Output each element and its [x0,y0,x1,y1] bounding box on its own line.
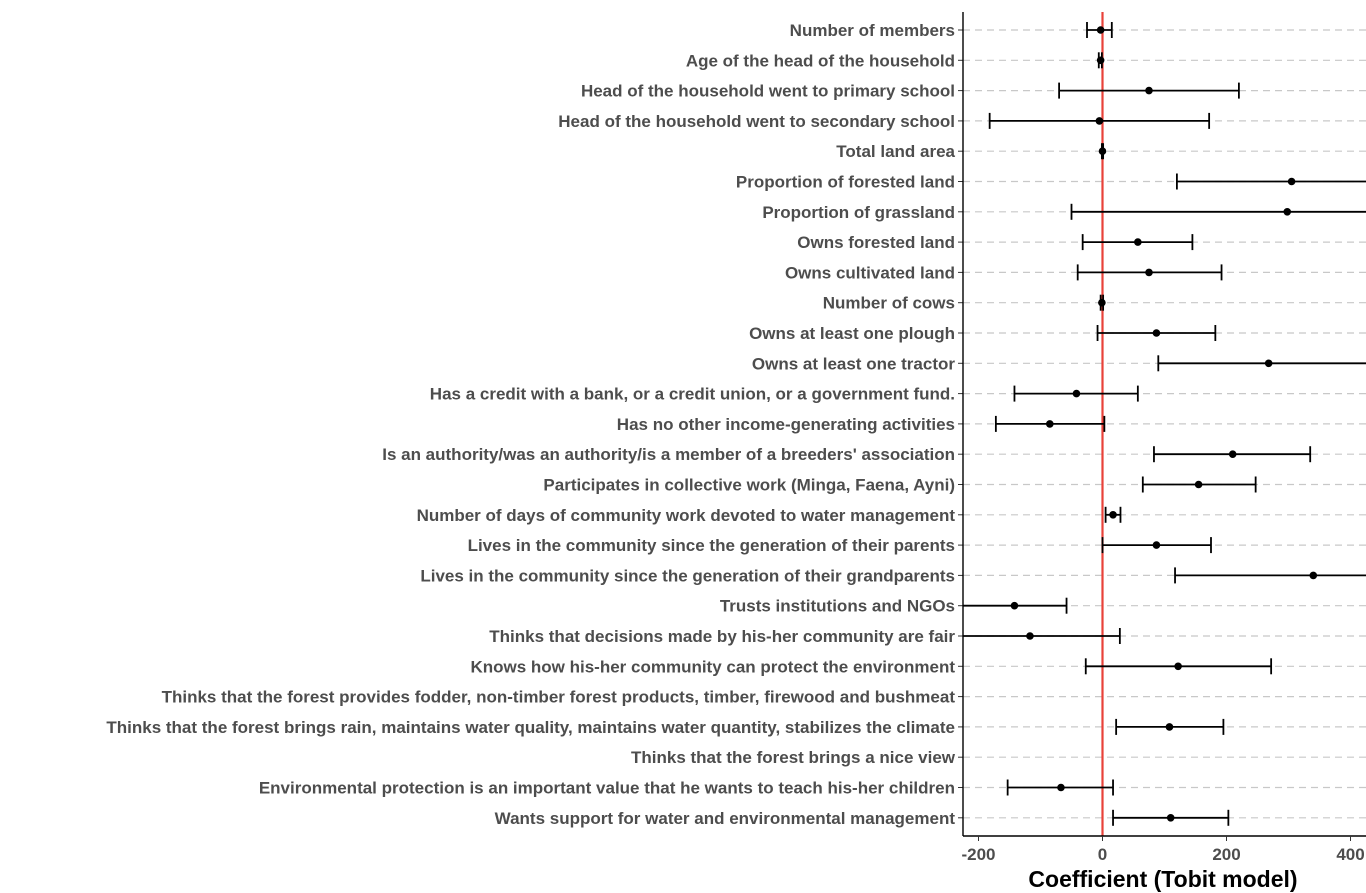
point-estimate [1194,480,1203,489]
y-tick-label: Thinks that the forest brings rain, main… [106,718,955,737]
y-tick-label: Proportion of forested land [736,173,955,192]
point-estimate [1287,177,1296,186]
point-estimate [1109,511,1117,519]
y-tick-label: Thinks that the forest brings a nice vie… [631,748,956,767]
point-estimate [1057,783,1065,792]
y-tick-label: Owns at least one plough [749,324,955,343]
y-tick-label: Thinks that decisions made by his-her co… [489,627,955,646]
x-tick-label: 0 [1098,845,1107,864]
y-tick-label: Has no other income-generating activitie… [617,415,955,434]
y-tick-label: Number of days of community work devoted… [417,506,956,525]
y-tick-label: Owns at least one tractor [752,354,955,373]
y-tick-label: Trusts institutions and NGOs [720,597,955,616]
point-estimate [1095,117,1104,125]
y-tick-label: Owns cultivated land [785,263,955,282]
error-bars [963,22,1366,826]
point-estimate [1152,541,1161,549]
y-tick-label: Total land area [836,142,955,161]
y-tick-label: Lives in the community since the generat… [420,566,955,585]
point-estimate [1098,147,1107,155]
y-tick-label: Wants support for water and environmenta… [495,809,956,828]
row-labels: Number of members Age of the head of the … [106,21,955,828]
point-estimate [1134,238,1142,246]
point-estimate [1152,329,1161,337]
point-estimate [1010,601,1019,610]
y-tick-label: Number of cows [823,294,955,313]
x-tick-label: -200 [961,845,995,864]
point-estimate [1096,26,1105,34]
y-tick-label: Is an authority/was an authority/is a me… [382,445,955,464]
point-estimate [1072,389,1081,398]
point-estimate [1145,86,1153,95]
y-tick-label: Has a credit with a bank, or a credit un… [430,385,955,404]
point-estimate [1096,56,1105,65]
y-tick-label: Proportion of grassland [762,203,955,222]
point-estimates [1010,26,1318,822]
y-tick-label: Thinks that the forest provides fodder, … [162,688,956,707]
point-estimate [1046,420,1054,428]
y-tick-label: Environmental protection is an important… [259,779,955,798]
point-estimate [1165,723,1174,731]
point-estimate [1174,662,1182,671]
y-tick-label: Number of members [790,21,955,40]
point-estimate [1309,571,1318,580]
x-tick-label: 400 [1336,845,1364,864]
point-estimate [1026,632,1034,640]
y-tick-label: Head of the household went to secondary … [558,112,955,131]
y-tick-label: Owns forested land [797,233,955,252]
y-tick-label: Head of the household went to primary sc… [581,82,955,101]
x-axis-title: Coefficient (Tobit model) [1028,866,1297,892]
axes: -200 0 200 400 [958,12,1366,864]
point-estimate [1283,208,1292,216]
point-estimate [1098,298,1106,307]
y-tick-label: Age of the head of the household [686,51,955,70]
y-tick-label: Participates in collective work (Minga, … [543,476,955,495]
y-tick-label: Knows how his-her community can protect … [470,657,955,676]
point-estimate [1228,450,1237,459]
point-estimate [1166,814,1175,822]
x-tick-label: 200 [1212,845,1240,864]
point-estimate [1264,359,1273,368]
y-tick-label: Lives in the community since the generat… [468,536,955,555]
point-estimate [1145,268,1153,277]
